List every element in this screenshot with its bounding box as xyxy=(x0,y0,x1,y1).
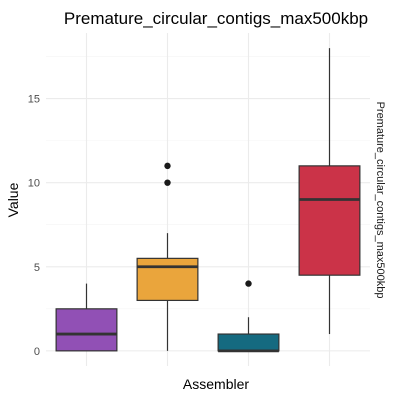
y-axis-title: Value xyxy=(5,182,21,217)
box xyxy=(298,165,361,276)
outlier-point xyxy=(164,162,171,170)
y-tick-label: 0 xyxy=(34,346,40,358)
box xyxy=(136,257,199,302)
facet-strip-label: Premature_circular_contigs_max500kbp xyxy=(374,102,386,299)
plot-area: 0 5 10 15 xyxy=(28,33,370,366)
box xyxy=(217,333,280,352)
x-axis-title: Assembler xyxy=(183,376,249,392)
outlier-point xyxy=(245,280,252,287)
y-tick-label: 5 xyxy=(34,262,40,274)
box xyxy=(55,308,118,352)
chart-title: Premature_circular_contigs_max500kbp xyxy=(64,9,368,28)
y-tick-label: 15 xyxy=(28,94,40,106)
y-tick-label: 10 xyxy=(28,178,40,190)
outlier-point xyxy=(164,179,171,186)
